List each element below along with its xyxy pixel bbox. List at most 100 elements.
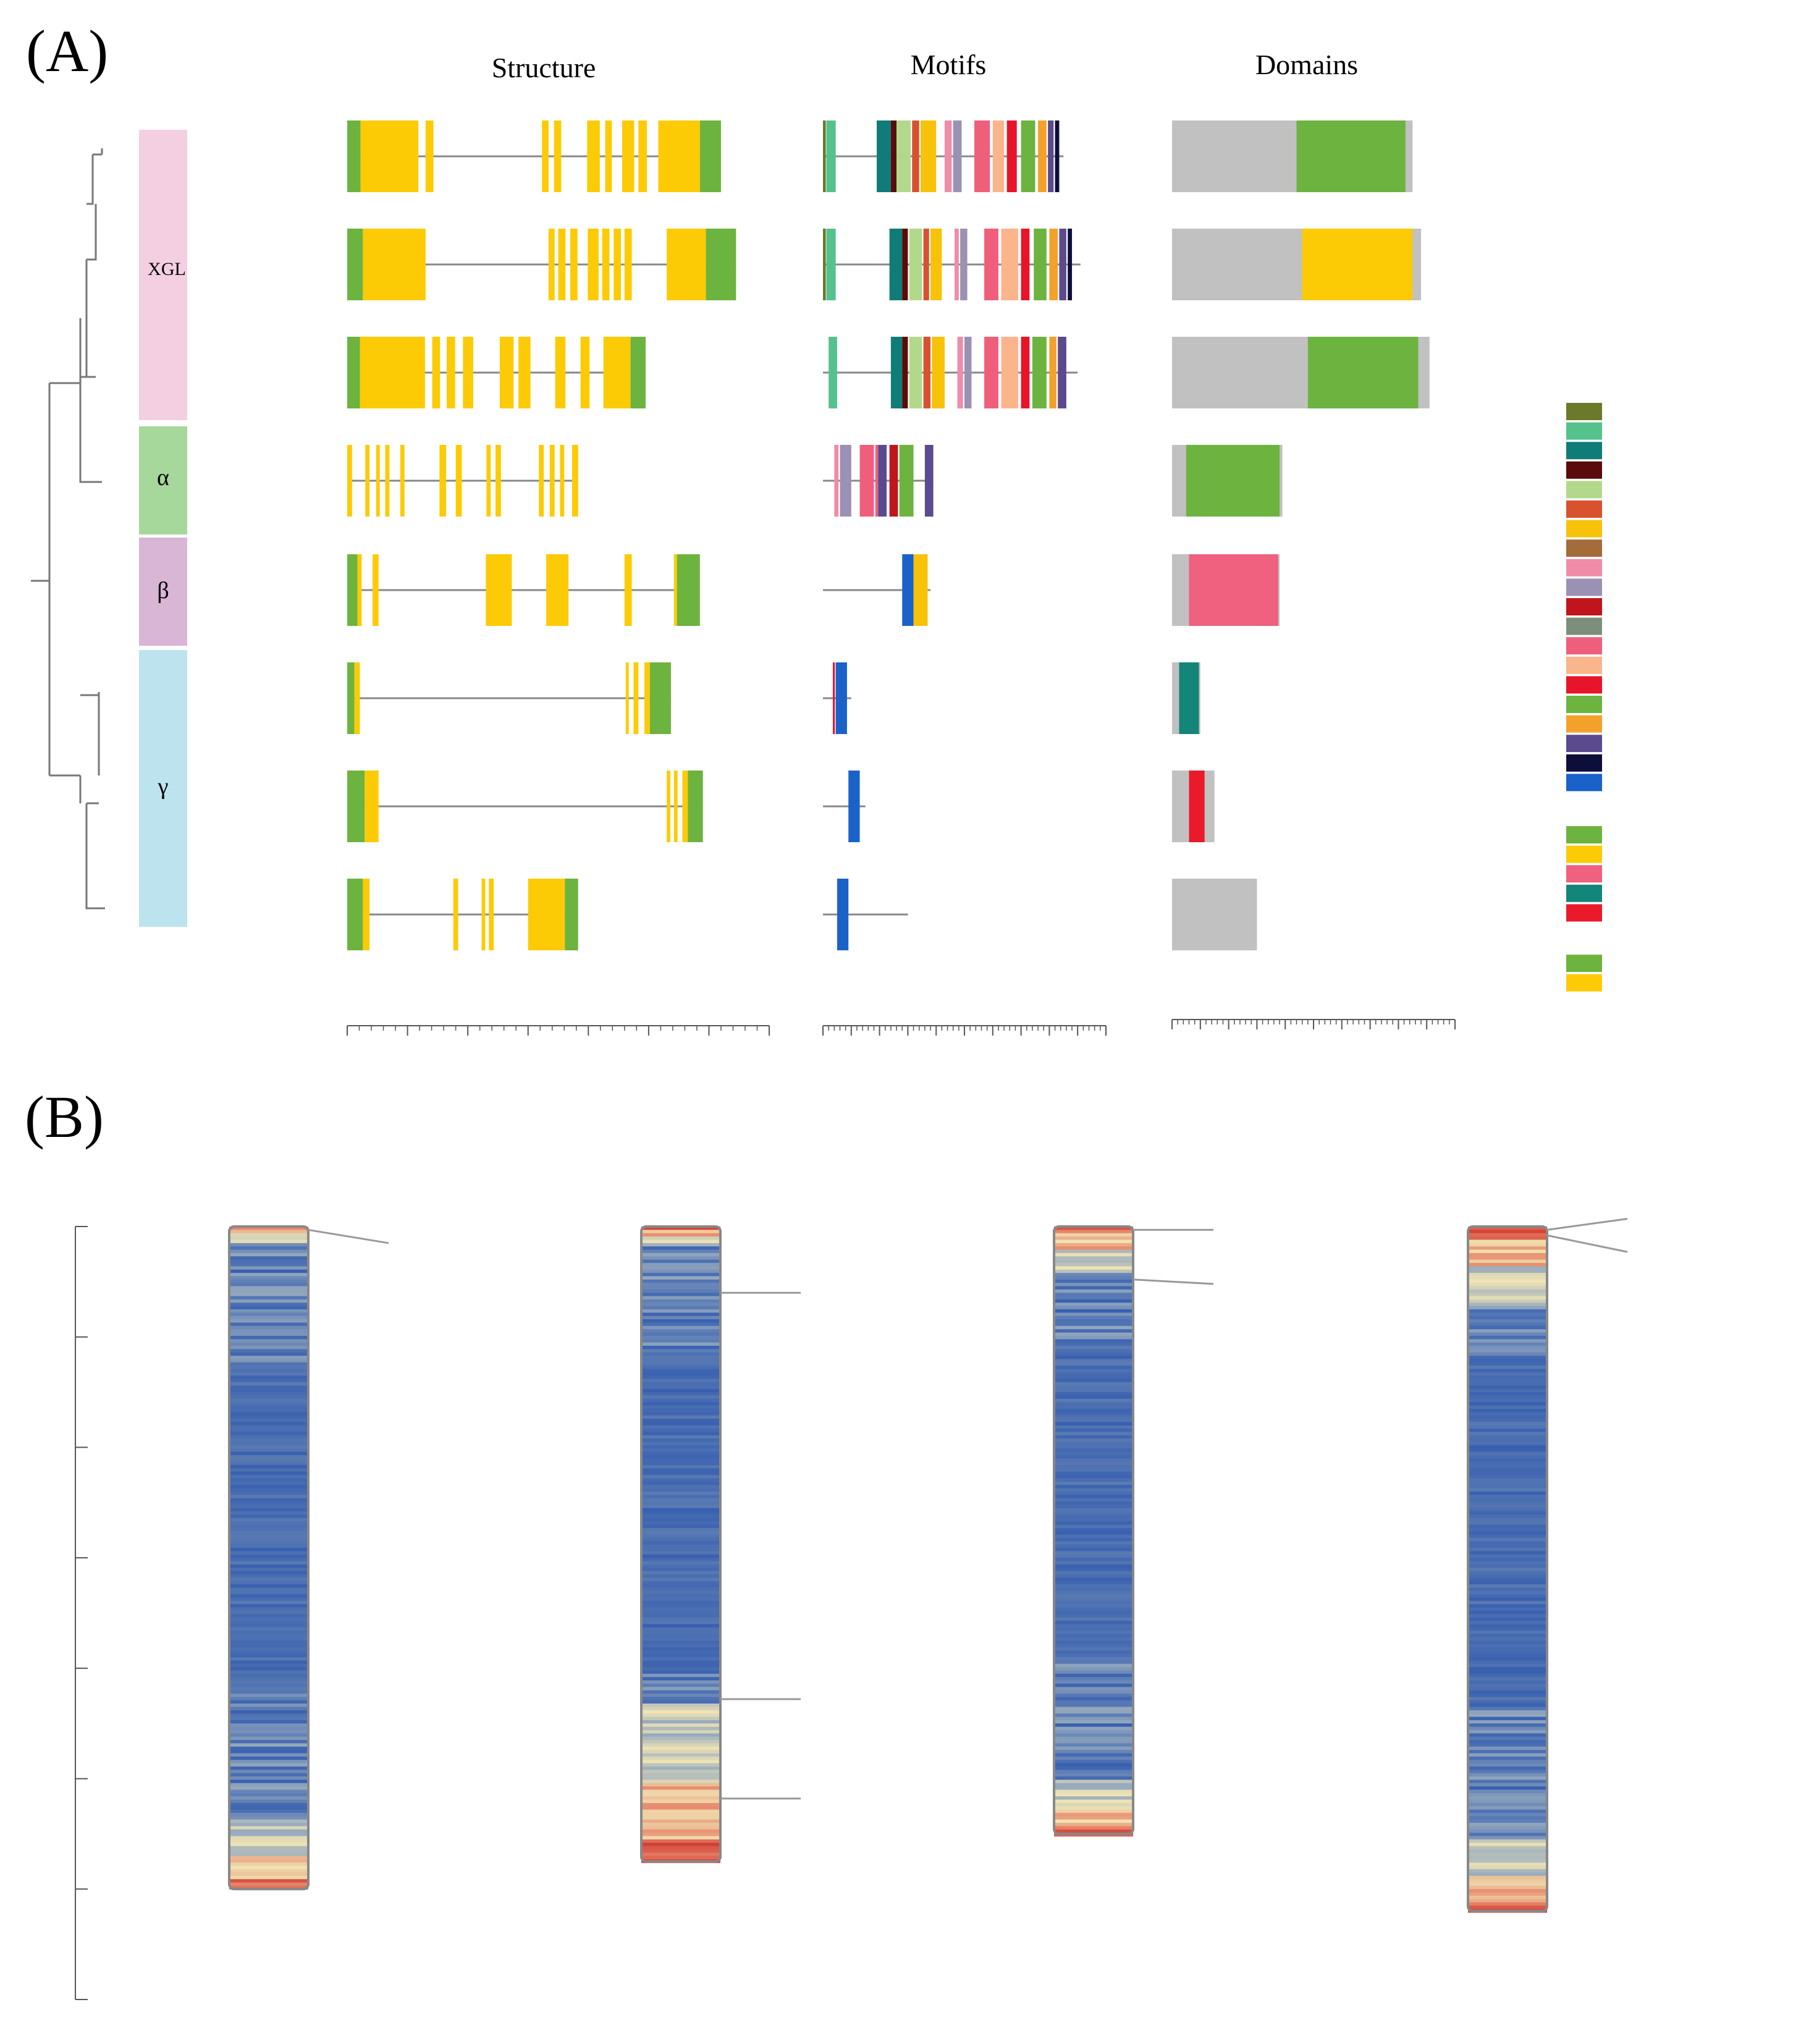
chromosome-band [229,1511,308,1516]
chromosome-band [641,1425,720,1429]
chromosome-band [1054,1405,1133,1409]
chromosome-band [1468,1551,1547,1555]
chromosome-band [641,1259,720,1264]
chromosome-band [1054,1236,1133,1241]
chromosome-band [1054,1438,1133,1443]
chromosome-band [1054,1746,1133,1750]
chromosome-band [1054,1796,1133,1801]
chromosome-4h [228,1225,389,1891]
chromosome-band [1468,1303,1547,1307]
chromosome-band [641,1335,720,1340]
chromosome-band [1054,1359,1133,1363]
chromosome-band [229,1621,308,1625]
chromosome-band [641,1293,720,1297]
cds-block [580,337,590,408]
chromosome-band [1468,1826,1547,1830]
motif-9-block [878,445,887,517]
chromosome-band [229,1680,308,1684]
chromosome-band [1468,1793,1547,1797]
chromosome-band [1468,1236,1547,1241]
utr-block [688,771,703,842]
chromosome-band [229,1683,308,1688]
chromosome-band [1054,1753,1133,1757]
chromosome-band [1054,1524,1133,1529]
chromosome-band [1468,1617,1547,1621]
chromosome-band [229,1720,308,1725]
chromosome-band [229,1829,308,1833]
cds-block [486,445,491,517]
chromosome-band [1468,1882,1547,1886]
cds-block [624,554,632,626]
chromosome-band [641,1637,720,1641]
chromosome-band [641,1325,720,1330]
chromosome-band [641,1587,720,1592]
chromosome-band [1468,1259,1547,1264]
chromosome-band [641,1677,720,1681]
motif-legend-swatch [1566,481,1602,499]
chromosome-band [1468,1478,1547,1482]
chromosome-band [641,1495,720,1499]
chromosome-band [641,1660,720,1665]
chromosome-band [229,1296,308,1300]
chromosome-band [1054,1312,1133,1317]
chromosome-band [641,1574,720,1579]
motif-13-block [829,337,837,408]
chromosome-band [1468,1773,1547,1777]
chromosome-band [1468,1852,1547,1857]
chromosome-band [641,1809,720,1814]
chromosome-band [229,1478,308,1482]
chromosome-band [641,1729,720,1734]
chromosome-band [1054,1577,1133,1582]
chromosome-band [641,1548,720,1552]
chromosome-band [1468,1707,1547,1711]
chromosome-band [1054,1395,1133,1400]
chromosome-band [229,1780,308,1784]
chromosome-band [641,1829,720,1833]
chromosome-band [641,1312,720,1317]
cds-block [439,445,447,517]
chromosome-band [1054,1501,1133,1506]
chromosome-band [1054,1366,1133,1370]
chromosome-band [1468,1429,1547,1433]
chromosome-band [1054,1683,1133,1688]
chromosome-band [1468,1485,1547,1489]
chromosome-band [229,1729,308,1734]
motif-14-block [957,337,963,408]
chromosome-band [229,1299,308,1304]
chromosome-band [1468,1710,1547,1714]
chromosome-band [641,1511,720,1516]
chromosome-band [641,1498,720,1502]
chromosome-band [1468,1488,1547,1492]
chromosome-band [1054,1508,1133,1512]
chromosome-band [641,1650,720,1655]
chromosome-band [1054,1829,1133,1833]
chromosome-band [1468,1641,1547,1645]
chromosome-band [1054,1491,1133,1496]
chromosome-band [1468,1713,1547,1718]
chromosome-band [1468,1823,1547,1827]
chromosome-band [229,1408,308,1413]
chromosome-band [1468,1899,1547,1903]
chromosome-band [1468,1647,1547,1652]
group-bar-alpha [139,426,187,534]
chromosome-band [1054,1296,1133,1300]
chromosome-band [641,1398,720,1403]
chromosome-band [641,1286,720,1290]
chromosome-band [229,1402,308,1406]
chromosome-band [1054,1644,1133,1648]
domain-background [1172,879,1257,950]
chromosome-band [641,1233,720,1237]
cds-block [555,337,566,408]
chromosome-band [1054,1631,1133,1635]
chromosome-band [229,1531,308,1535]
chromosome-band [1468,1839,1547,1844]
chromosome-band [641,1262,720,1267]
chromosome-band [229,1823,308,1827]
chromosome-band [229,1259,308,1264]
chromosome-band [641,1789,720,1794]
motif-15-block [837,879,849,950]
chromosome-band [229,1356,308,1360]
chromosome-band [1468,1412,1547,1416]
chromosome-band [1468,1717,1547,1721]
chromosome-band [1468,1770,1547,1774]
